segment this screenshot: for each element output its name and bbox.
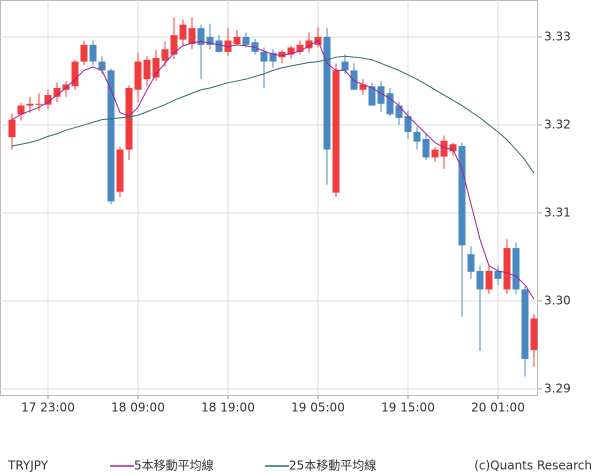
plot-frame (0, 0, 538, 396)
candle-body (161, 49, 169, 61)
candle-body (503, 248, 511, 290)
candle-body (44, 95, 52, 105)
candle-body (404, 116, 412, 132)
x-tick-label: 19 15:00 (381, 401, 435, 415)
x-tick-label: 18 09:00 (111, 401, 165, 415)
candle-body (179, 24, 187, 40)
candle-body (287, 47, 295, 55)
candle-body (197, 28, 205, 45)
candle-body (368, 86, 376, 106)
y-tick-label: 3.32 (544, 117, 571, 131)
candle-body (89, 44, 97, 62)
y-tick-label: 3.30 (544, 293, 571, 307)
candle-body (233, 36, 241, 44)
candle-body (62, 84, 70, 90)
candle-body (260, 51, 268, 62)
candle-body (332, 70, 340, 193)
candle-body (386, 93, 394, 115)
candle-body (359, 84, 367, 90)
candle-body (512, 248, 520, 290)
candle-body (377, 86, 385, 104)
y-tick-label: 3.29 (544, 381, 571, 395)
candle-body (440, 140, 448, 157)
ma-line (11, 55, 535, 174)
candle-body (485, 270, 493, 290)
copyright: (c)Quants Research (474, 459, 592, 473)
candle-body (521, 289, 529, 359)
y-tick-label: 3.31 (544, 205, 571, 219)
candle-body (467, 254, 475, 272)
candle-body (35, 103, 43, 105)
x-tick-label: 20 01:00 (471, 401, 525, 415)
candle-body (350, 70, 358, 90)
candle-body (395, 105, 403, 118)
candle-body (71, 61, 79, 87)
candle-body (341, 61, 349, 71)
candle-body (80, 44, 88, 62)
candle-body (98, 61, 106, 71)
candle-body (296, 44, 304, 52)
candle-body (125, 87, 133, 150)
x-tick-label: 17 23:00 (21, 401, 75, 415)
candle-body (152, 58, 160, 78)
candle-body (206, 36, 214, 45)
candle-body (53, 87, 61, 97)
candle-body (116, 149, 124, 192)
candle-body (458, 146, 466, 246)
candle-body (242, 36, 250, 45)
candle-body (449, 144, 457, 152)
x-tick-label: 19 05:00 (291, 401, 345, 415)
candle-body (323, 36, 331, 150)
candle-body (134, 61, 142, 90)
candle-body (278, 51, 286, 58)
candle-body (476, 270, 484, 290)
ma-line (11, 39, 535, 300)
legend-label: 5本移動平均線 (134, 458, 214, 473)
x-tick-label: 18 19:00 (201, 401, 255, 415)
candle-body (422, 138, 430, 158)
candle-body (305, 40, 313, 49)
candle-body (269, 52, 277, 62)
y-tick-label: 3.33 (544, 29, 571, 43)
candle-body (17, 105, 25, 115)
candle-body (215, 40, 223, 52)
candle-body (413, 131, 421, 142)
legend-label: 25本移動平均線 (289, 458, 376, 473)
candle-body (530, 318, 538, 351)
candle-body (26, 103, 34, 106)
candle-body (107, 70, 115, 202)
candle-body (170, 35, 178, 55)
candle-body (494, 270, 502, 279)
symbol: TRYJPY (7, 459, 49, 473)
candle-body (188, 28, 196, 44)
candle-body (431, 149, 439, 158)
candle-body (8, 119, 16, 138)
candle-body (143, 59, 151, 80)
